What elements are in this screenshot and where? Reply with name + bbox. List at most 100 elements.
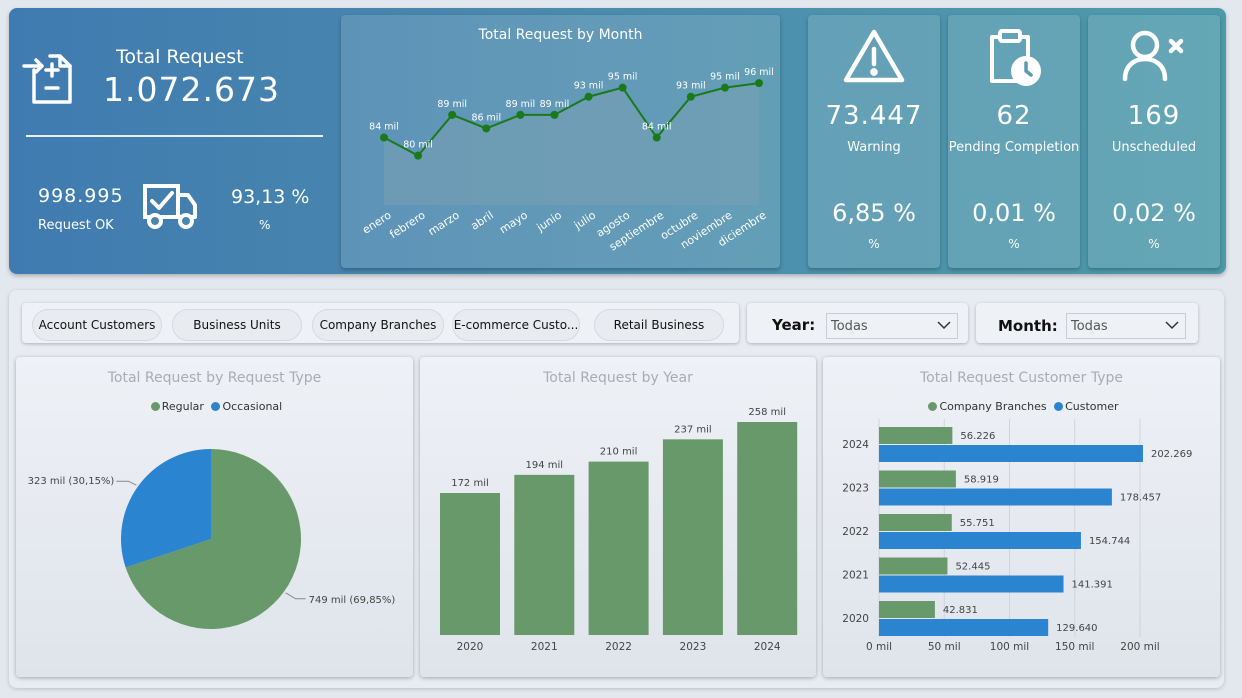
month-point [755, 79, 763, 88]
cust-bar-customer [879, 619, 1049, 636]
year-tick-label: 2022 [605, 641, 632, 653]
month-dropdown[interactable]: Todas [1066, 313, 1186, 339]
cust-data-label-company-branches: 52.445 [955, 562, 990, 573]
truck-check-icon [142, 183, 198, 231]
cust-x-tick-label: 0 mil [866, 641, 892, 653]
kpi-card-pending[interactable]: 62 Pending Completion 0,01 % % [948, 15, 1080, 268]
pending-value: 62 [996, 101, 1032, 131]
year-tick-label: 2021 [531, 641, 558, 653]
pending-pct: 0,01 % [972, 199, 1056, 227]
warning-pct: 6,85 % [832, 199, 916, 227]
year-bar [662, 439, 723, 635]
warning-label: Warning [847, 140, 901, 155]
unscheduled-pct: 0,02 % [1112, 199, 1196, 227]
year-data-label: 172 mil [451, 478, 489, 489]
warning-value: 73.447 [825, 101, 923, 131]
unscheduled-label: Unscheduled [1111, 140, 1197, 155]
cust-x-tick-label: 100 mil [990, 641, 1029, 653]
warning-icon [808, 27, 940, 99]
month-chart-title: Total Request by Month [478, 27, 643, 43]
chevron-down-icon [937, 318, 951, 336]
kpi-card-unscheduled[interactable]: 169 Unscheduled 0,02 % % [1088, 15, 1220, 268]
year-bar-chart: 172 mil 2020 194 mil 2021 210 mil 2022 237 mil… [440, 407, 798, 653]
month-data-label: 96 mil [744, 67, 774, 78]
month-point [652, 133, 661, 142]
slicer-pill-company-branches[interactable]: Company Branches [312, 309, 444, 341]
user-x-icon [1088, 27, 1220, 99]
month-point [448, 110, 457, 119]
year-filter-label: Year: [772, 316, 816, 334]
warning-pct-label: % [868, 237, 880, 251]
year-tick-label: 2023 [680, 641, 707, 653]
month-data-label: 89 mil [540, 99, 570, 110]
cust-y-tick-label: 2022 [842, 526, 869, 538]
month-tick-label: mayo [497, 208, 530, 236]
slicer-pill-business-units[interactable]: Business Units [172, 309, 302, 341]
pie-slice-regular [125, 449, 301, 629]
pie-label-occasional: 323 mil (30,15%) [28, 476, 115, 487]
request-ok-label: Request OK [38, 218, 114, 233]
month-data-label: 95 mil [608, 72, 638, 83]
year-dropdown[interactable]: Todas [826, 313, 958, 339]
cust-data-label-customer: 154.744 [1089, 536, 1130, 547]
year-dropdown-value: Todas [831, 319, 868, 334]
month-data-label: 84 mil [642, 122, 672, 133]
month-data-label: 89 mil [437, 99, 467, 110]
cust-bar-company-branches [879, 470, 956, 488]
legend-label-occasional: Occasional [222, 400, 283, 413]
request-type-visual[interactable]: Total Request by Request Type Regular Oc… [16, 357, 413, 677]
cust-data-label-customer: 202.269 [1151, 449, 1192, 460]
customer-type-legend: Company Branches Customer [823, 400, 1220, 413]
cust-bar-company-branches [879, 557, 948, 575]
legend-dot-customer [1054, 402, 1064, 411]
customer-type-chart: 0 mil 50 mil 100 mil 150 mil 200 mil 56.226 20… [842, 419, 1192, 653]
month-filter-label: Month: [998, 317, 1058, 335]
divider [26, 135, 323, 137]
pending-pct-label: % [1008, 237, 1020, 251]
slicer-pill-ecommerce[interactable]: E-commerce Custo... [452, 309, 580, 341]
month-chart-panel[interactable]: Total Request by Month 84 mil 80 mil 89 mi… [341, 15, 780, 268]
kpi-card-warning[interactable]: 73.447 Warning 6,85 % % [808, 15, 940, 268]
cust-data-label-company-branches: 58.919 [964, 475, 999, 486]
cust-data-label-company-branches: 42.831 [943, 605, 978, 616]
legend-label-company-branches: Company Branches [939, 400, 1047, 413]
year-visual[interactable]: Total Request by Year 172 mil 2020 194 mil… [420, 357, 816, 677]
slicer-pill-account-customers[interactable]: Account Customers [32, 309, 162, 341]
year-bar [514, 474, 575, 635]
month-line [383, 82, 760, 157]
slicer-pill-retail-business[interactable]: Retail Business [594, 309, 724, 341]
month-data-label: 84 mil [369, 122, 399, 133]
pie-leader-regular [285, 592, 306, 600]
chevron-down-icon [1165, 318, 1179, 336]
unscheduled-pct-label: % [1148, 237, 1160, 251]
total-request-icon [20, 50, 76, 108]
cust-bar-customer [879, 575, 1064, 593]
cust-bar-customer [879, 488, 1112, 506]
month-area [384, 83, 759, 205]
cust-x-tick-label: 150 mil [1055, 641, 1094, 653]
year-data-label: 194 mil [526, 460, 564, 471]
month-dropdown-value: Todas [1071, 319, 1108, 334]
year-tick-label: 2024 [754, 641, 781, 653]
request-ok-value: 998.995 [38, 185, 124, 207]
total-request-value: 1.072.673 [103, 70, 280, 109]
cust-x-tick-label: 50 mil [928, 641, 961, 653]
unscheduled-value: 169 [1127, 101, 1181, 131]
month-tick-label: marzo [426, 208, 462, 238]
cust-bar-customer [879, 532, 1081, 549]
year-bar [588, 461, 649, 635]
customer-type-visual[interactable]: Total Request Customer Type Company Bran… [823, 357, 1220, 677]
month-point [550, 110, 559, 119]
legend-label-regular: Regular [161, 400, 204, 413]
month-point [380, 133, 388, 142]
cust-y-tick-label: 2020 [842, 613, 869, 625]
month-point [686, 92, 695, 101]
month-point [414, 151, 423, 160]
month-data-label: 86 mil [471, 112, 501, 123]
year-tick-label: 2020 [457, 641, 484, 653]
legend-dot-regular [150, 402, 160, 411]
cust-bar-customer [879, 445, 1143, 462]
legend-label-customer: Customer [1065, 400, 1119, 413]
month-point [618, 83, 627, 92]
month-point [720, 83, 729, 92]
